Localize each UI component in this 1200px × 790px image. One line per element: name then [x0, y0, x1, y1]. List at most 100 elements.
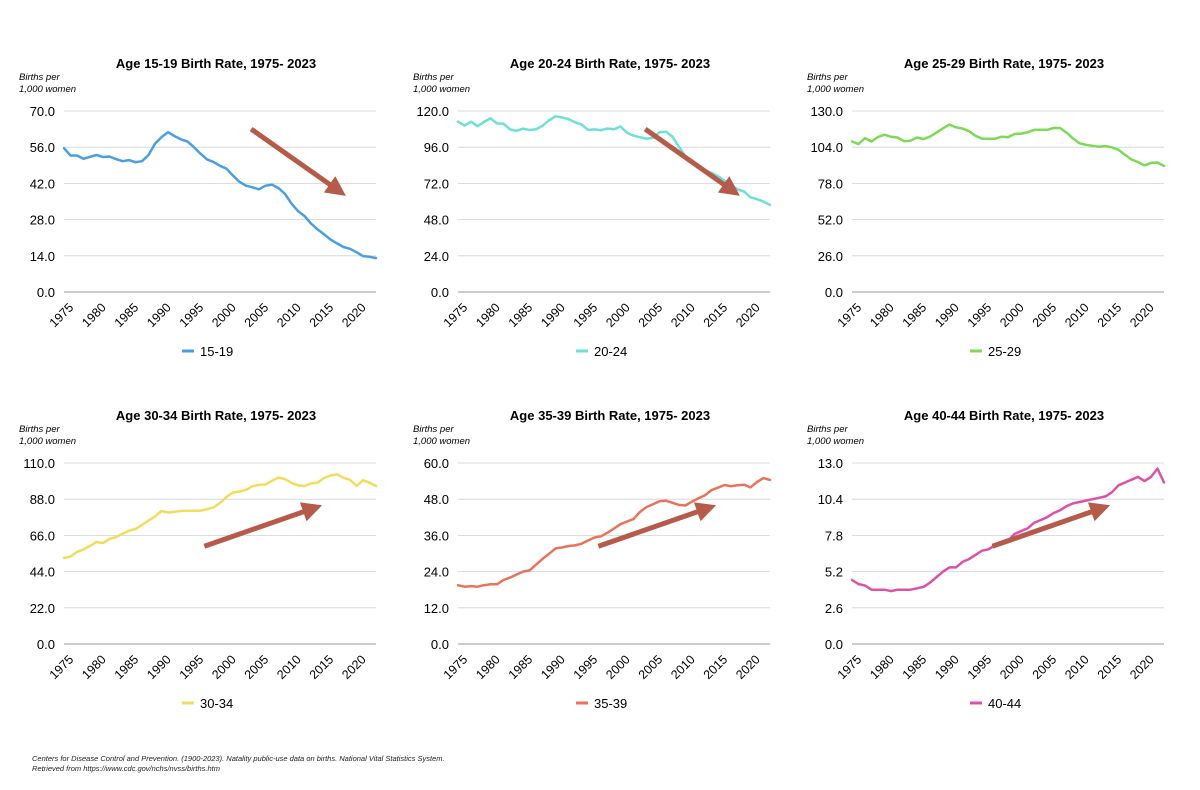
x-tick-label: 1975: [47, 652, 77, 682]
chart-title: Age 15-19 Birth Rate, 1975- 2023: [116, 56, 316, 71]
y-tick-label: 24.0: [424, 565, 449, 580]
x-tick-label: 2000: [209, 652, 239, 682]
x-tick-label: 1975: [441, 300, 471, 330]
x-tick-label: 1985: [900, 300, 930, 330]
y-tick-label: 22.0: [30, 601, 55, 616]
y-tick-label: 24.0: [424, 249, 449, 264]
y-tick-label: 12.0: [424, 601, 449, 616]
x-tick-label: 1980: [79, 300, 109, 330]
x-tick-label: 2005: [1030, 300, 1060, 330]
y-tick-label: 26.0: [818, 249, 843, 264]
x-tick-label: 2010: [1062, 300, 1092, 330]
series-line-35-39: [456, 476, 772, 588]
y-axis-label: 1,000 women: [413, 84, 470, 95]
chart-panel-35-39: Age 35-39 Birth Rate, 1975- 2023 Births p…: [413, 408, 772, 711]
x-tick-label: 1985: [506, 652, 536, 682]
x-tick-label: 2020: [1127, 300, 1157, 330]
legend-label: 40-44: [988, 696, 1021, 711]
y-tick-label: 0.0: [431, 637, 449, 652]
y-axis-label: 1,000 women: [19, 84, 76, 95]
y-tick-label: 60.0: [424, 456, 449, 471]
y-tick-label: 28.0: [30, 213, 55, 228]
y-tick-label: 0.0: [431, 285, 449, 300]
x-tick-label: 2005: [242, 652, 272, 682]
x-tick-label: 1990: [932, 300, 962, 330]
source-citation: Centers for Disease Control and Preventi…: [32, 754, 672, 774]
y-tick-label: 110.0: [23, 456, 55, 471]
x-tick-label: 2015: [307, 652, 337, 682]
x-tick-label: 1995: [177, 300, 207, 330]
chart-panel-15-19: Age 15-19 Birth Rate, 1975- 2023 Births p…: [19, 56, 378, 359]
legend-label: 15-19: [200, 344, 233, 359]
x-tick-label: 1980: [473, 652, 503, 682]
y-tick-label: 48.0: [424, 213, 449, 228]
x-tick-label: 2015: [701, 652, 731, 682]
x-tick-label: 1975: [441, 652, 471, 682]
y-axis-label: 1,000 women: [413, 436, 470, 447]
y-tick-label: 52.0: [818, 213, 843, 228]
y-axis-label: Births per: [807, 72, 848, 83]
x-tick-label: 2010: [668, 652, 698, 682]
y-tick-label: 5.2: [825, 565, 843, 580]
series-line-30-34: [62, 473, 378, 560]
trend-arrow-up: [597, 502, 717, 549]
y-axis-label: Births per: [19, 424, 60, 435]
source-line-2: Retrieved from https://www.cdc.gov/nchs/…: [32, 764, 220, 773]
y-axis-label: 1,000 women: [807, 436, 864, 447]
x-tick-label: 2005: [1030, 652, 1060, 682]
x-tick-label: 1975: [835, 652, 865, 682]
chart-title: Age 35-39 Birth Rate, 1975- 2023: [510, 408, 710, 423]
x-tick-label: 2000: [209, 300, 239, 330]
y-tick-label: 88.0: [30, 492, 55, 507]
y-tick-label: 36.0: [424, 528, 449, 543]
chart-panel-40-44: Age 40-44 Birth Rate, 1975- 2023 Births p…: [807, 408, 1166, 711]
y-axis-label: Births per: [413, 72, 454, 83]
y-tick-label: 10.4: [818, 492, 843, 507]
chart-panel-30-34: Age 30-34 Birth Rate, 1975- 2023 Births p…: [19, 408, 378, 711]
x-tick-label: 2020: [339, 300, 369, 330]
x-tick-label: 2010: [668, 300, 698, 330]
y-tick-label: 70.0: [30, 104, 55, 119]
x-tick-label: 1995: [965, 652, 995, 682]
y-tick-label: 72.0: [424, 176, 449, 191]
y-axis-label: 1,000 women: [19, 436, 76, 447]
y-axis-label: Births per: [807, 424, 848, 435]
y-tick-label: 13.0: [818, 456, 843, 471]
source-line-1: Centers for Disease Control and Preventi…: [32, 754, 445, 763]
y-axis-label: Births per: [19, 72, 60, 83]
x-tick-label: 1980: [79, 652, 109, 682]
x-tick-label: 2015: [701, 300, 731, 330]
legend-label: 30-34: [200, 696, 233, 711]
y-tick-label: 0.0: [825, 285, 843, 300]
x-tick-label: 1975: [835, 300, 865, 330]
x-tick-label: 2015: [1095, 300, 1125, 330]
legend-label: 20-24: [594, 344, 627, 359]
x-tick-label: 1980: [867, 652, 897, 682]
x-tick-label: 1985: [112, 300, 142, 330]
x-tick-label: 1990: [538, 652, 568, 682]
x-tick-label: 1995: [571, 652, 601, 682]
x-tick-label: 2020: [733, 652, 763, 682]
x-tick-label: 2000: [603, 652, 633, 682]
y-tick-label: 78.0: [818, 176, 843, 191]
y-tick-label: 120.0: [416, 104, 449, 119]
y-tick-label: 2.6: [825, 601, 843, 616]
x-tick-label: 2020: [1127, 652, 1157, 682]
x-tick-label: 1985: [900, 652, 930, 682]
y-tick-label: 0.0: [825, 637, 843, 652]
x-tick-label: 2010: [1062, 652, 1092, 682]
x-tick-label: 1995: [965, 300, 995, 330]
series-line-15-19: [62, 130, 378, 260]
x-tick-label: 2005: [636, 300, 666, 330]
x-tick-label: 1990: [932, 652, 962, 682]
trend-arrow-down: [249, 127, 346, 196]
trend-arrow-down: [643, 127, 740, 196]
x-tick-label: 2000: [997, 300, 1027, 330]
x-tick-label: 1985: [506, 300, 536, 330]
trend-arrow-up: [991, 502, 1111, 549]
series-line-20-24: [456, 115, 772, 207]
x-tick-label: 2000: [603, 300, 633, 330]
chart-panel-20-24: Age 20-24 Birth Rate, 1975- 2023 Births p…: [413, 56, 772, 359]
x-tick-label: 2010: [274, 652, 304, 682]
